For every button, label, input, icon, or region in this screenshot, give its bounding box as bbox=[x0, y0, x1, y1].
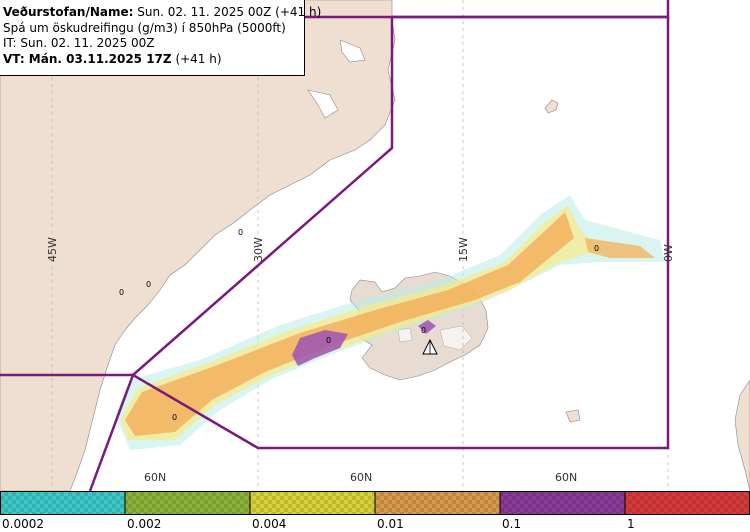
glacier bbox=[397, 327, 413, 343]
contour-label: 0 bbox=[326, 336, 332, 345]
norway-coast bbox=[734, 379, 750, 492]
info-line-1: Veðurstofan/Name: Sun. 02. 11. 2025 00Z … bbox=[3, 5, 321, 21]
contour-label: 0 bbox=[238, 228, 244, 237]
product-description: Spá um öskudreifingu (g/m3) í 850hPa (50… bbox=[3, 20, 286, 35]
plume-purple bbox=[292, 330, 348, 366]
jan-mayen-island bbox=[544, 99, 559, 114]
greenland-fjord bbox=[307, 89, 339, 119]
contour-label: 0 bbox=[172, 413, 178, 422]
plume-orange bbox=[125, 212, 574, 436]
legend-label: 0.004 bbox=[252, 517, 287, 531]
longitude-label-15w: 15W bbox=[457, 237, 470, 262]
forecast-info-box: Veðurstofan/Name: Sun. 02. 11. 2025 00Z … bbox=[0, 0, 321, 76]
contour-label: 0 bbox=[146, 280, 152, 289]
latitude-label-60n: 60N bbox=[144, 471, 167, 484]
ash-plume bbox=[115, 195, 665, 450]
longitude-label-30w: 30W bbox=[252, 237, 265, 262]
longitude-label-0w: 0W bbox=[662, 244, 675, 262]
legend-label: 1 bbox=[627, 517, 635, 531]
run-time: Sun. 02. 11. 2025 00Z (+41 h) bbox=[137, 5, 322, 19]
lead-time: (+41 h) bbox=[175, 51, 222, 66]
longitude-label-45w: 45W bbox=[46, 237, 59, 262]
office-label: Veðurstofan/Name: bbox=[3, 5, 134, 19]
latitude-label-60n: 60N bbox=[350, 471, 373, 484]
fir-boundary bbox=[0, 0, 670, 492]
concentration-legend: 0.0002 0.002 0.004 0.01 0.1 1 bbox=[0, 491, 750, 532]
legend-label: 0.1 bbox=[502, 517, 522, 531]
glacier bbox=[439, 325, 473, 351]
valid-time: VT: Mán. 03.11.2025 17Z bbox=[3, 51, 172, 66]
legend-swatches bbox=[0, 491, 750, 515]
legend-label: 0.01 bbox=[377, 517, 404, 531]
greenland-fjord bbox=[339, 39, 366, 63]
info-line-4: VT: Mán. 03.11.2025 17Z (+41 h) bbox=[3, 52, 304, 68]
contour-label: 0 bbox=[119, 288, 125, 297]
initial-time: IT: Sun. 02. 11. 2025 00Z bbox=[3, 36, 155, 50]
plume-purple-small bbox=[418, 320, 436, 334]
plume-orange-tail bbox=[585, 238, 655, 258]
legend-label: 0.002 bbox=[127, 517, 162, 531]
faroe-islands bbox=[565, 409, 581, 423]
contour-label: 0 bbox=[421, 326, 427, 335]
latitude-label-60n: 60N bbox=[555, 471, 578, 484]
legend-label: 0.0002 bbox=[2, 517, 44, 531]
contour-label: 0 bbox=[594, 244, 600, 253]
volcano-marker bbox=[422, 338, 438, 355]
